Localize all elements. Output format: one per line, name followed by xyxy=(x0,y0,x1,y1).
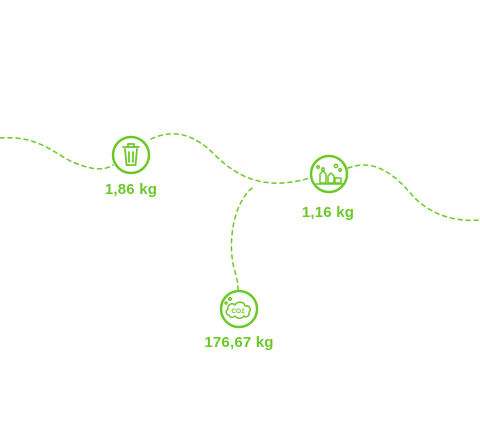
household-cleaning-icon xyxy=(315,163,344,185)
waste-node xyxy=(111,135,151,175)
co2-node: CO2 xyxy=(219,289,259,329)
co2-cloud-icon xyxy=(224,296,251,319)
dashed-path-branch xyxy=(230,187,253,291)
co2-icon-text: CO2 xyxy=(231,308,245,315)
household-node xyxy=(309,154,349,194)
co2-value-label: 176,67 kg xyxy=(204,334,274,351)
waste-value-label: 1,86 kg xyxy=(104,181,158,198)
household-value-label: 1,16 kg xyxy=(301,204,355,221)
trash-bin-icon xyxy=(122,143,140,166)
dashed-path-main xyxy=(0,133,480,222)
